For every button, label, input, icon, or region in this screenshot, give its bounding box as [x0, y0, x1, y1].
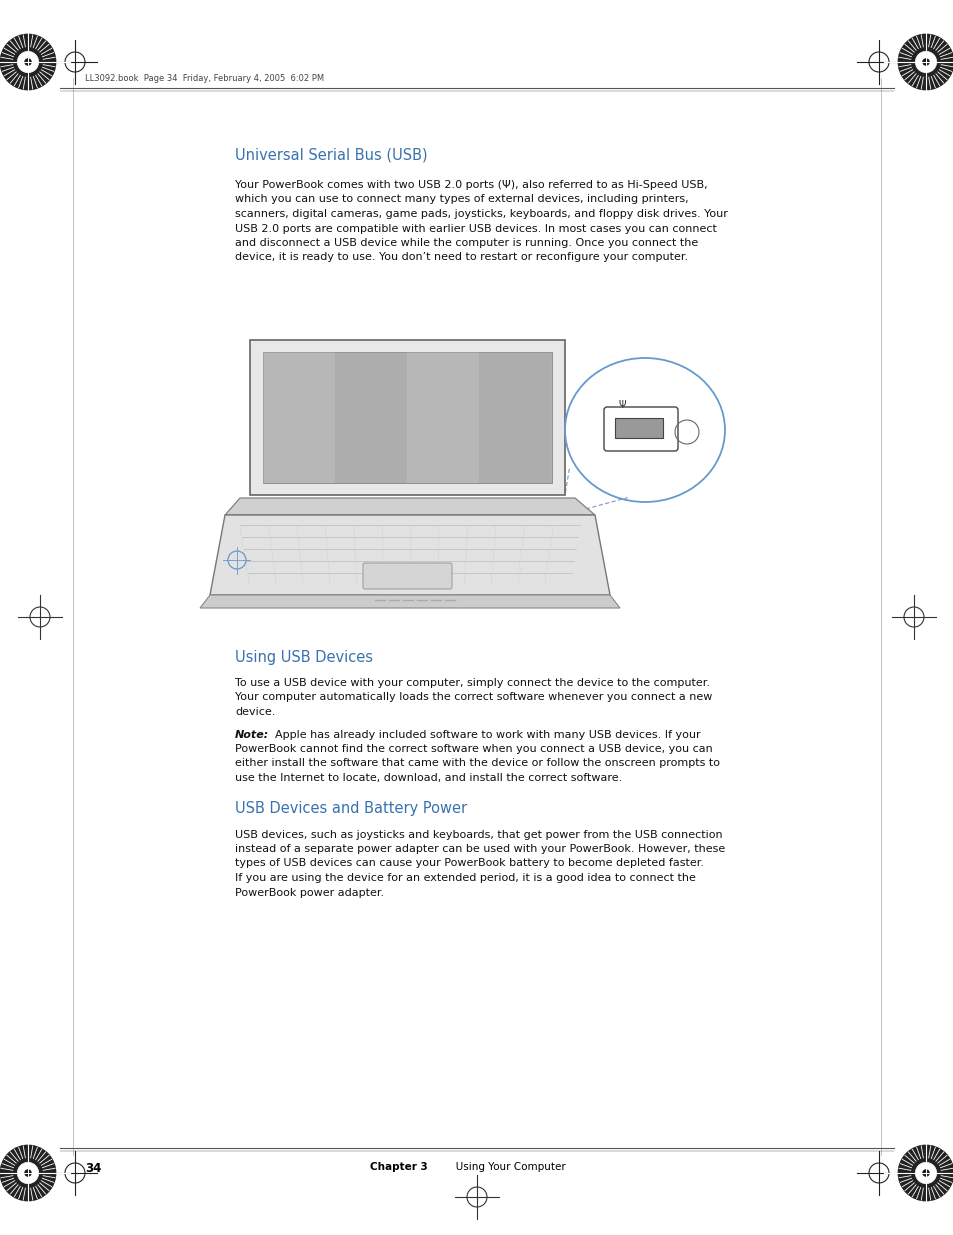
Circle shape	[0, 1145, 56, 1200]
Text: instead of a separate power adapter can be used with your PowerBook. However, th: instead of a separate power adapter can …	[234, 844, 724, 853]
Text: Chapter 3: Chapter 3	[370, 1162, 427, 1172]
Polygon shape	[478, 352, 551, 483]
Text: and disconnect a USB device while the computer is running. Once you connect the: and disconnect a USB device while the co…	[234, 238, 698, 248]
Text: USB devices, such as joysticks and keyboards, that get power from the USB connec: USB devices, such as joysticks and keybo…	[234, 830, 721, 840]
Circle shape	[897, 35, 953, 90]
Text: 34: 34	[85, 1162, 101, 1174]
Polygon shape	[200, 595, 619, 608]
Circle shape	[922, 58, 928, 65]
Text: USB Devices and Battery Power: USB Devices and Battery Power	[234, 802, 467, 816]
Text: either install the software that came with the device or follow the onscreen pro: either install the software that came wi…	[234, 758, 720, 768]
Circle shape	[25, 58, 31, 65]
Polygon shape	[335, 352, 407, 483]
Text: Using Your Computer: Using Your Computer	[446, 1162, 565, 1172]
Bar	[615, 417, 662, 438]
FancyBboxPatch shape	[363, 563, 452, 589]
Text: If you are using the device for an extended period, it is a good idea to connect: If you are using the device for an exten…	[234, 873, 695, 883]
Text: LL3092.book  Page 34  Friday, February 4, 2005  6:02 PM: LL3092.book Page 34 Friday, February 4, …	[85, 74, 324, 83]
Circle shape	[17, 52, 39, 73]
Circle shape	[914, 1162, 936, 1183]
Text: PowerBook cannot find the correct software when you connect a USB device, you ca: PowerBook cannot find the correct softwa…	[234, 743, 712, 755]
Circle shape	[0, 35, 56, 90]
Polygon shape	[210, 515, 609, 595]
Text: Your PowerBook comes with two USB 2.0 ports (Ψ), also referred to as Hi-Speed US: Your PowerBook comes with two USB 2.0 po…	[234, 180, 707, 190]
Text: device, it is ready to use. You don’t need to restart or reconfigure your comput: device, it is ready to use. You don’t ne…	[234, 252, 687, 263]
Text: Note:: Note:	[234, 730, 269, 740]
Text: Your computer automatically loads the correct software whenever you connect a ne: Your computer automatically loads the co…	[234, 693, 712, 703]
Text: device.: device.	[234, 706, 275, 718]
Circle shape	[897, 1145, 953, 1200]
Polygon shape	[250, 340, 564, 495]
Text: To use a USB device with your computer, simply connect the device to the compute: To use a USB device with your computer, …	[234, 678, 709, 688]
Text: Apple has already included software to work with many USB devices. If your: Apple has already included software to w…	[268, 730, 700, 740]
Circle shape	[25, 1170, 31, 1177]
Text: use the Internet to locate, download, and install the correct software.: use the Internet to locate, download, an…	[234, 773, 621, 783]
Polygon shape	[225, 498, 595, 515]
Text: USB 2.0 ports are compatible with earlier USB devices. In most cases you can con: USB 2.0 ports are compatible with earlie…	[234, 224, 716, 233]
FancyBboxPatch shape	[603, 408, 678, 451]
Text: which you can use to connect many types of external devices, including printers,: which you can use to connect many types …	[234, 194, 688, 205]
Polygon shape	[263, 352, 335, 483]
Polygon shape	[263, 352, 552, 483]
Text: PowerBook power adapter.: PowerBook power adapter.	[234, 888, 384, 898]
Text: scanners, digital cameras, game pads, joysticks, keyboards, and floppy disk driv: scanners, digital cameras, game pads, jo…	[234, 209, 727, 219]
Text: Using USB Devices: Using USB Devices	[234, 650, 373, 664]
Circle shape	[914, 52, 936, 73]
Text: Ψ: Ψ	[618, 400, 626, 410]
Circle shape	[922, 1170, 928, 1177]
Text: Universal Serial Bus (USB): Universal Serial Bus (USB)	[234, 148, 427, 163]
Text: types of USB devices can cause your PowerBook battery to become depleted faster.: types of USB devices can cause your Powe…	[234, 858, 703, 868]
Circle shape	[17, 1162, 39, 1183]
Polygon shape	[407, 352, 478, 483]
